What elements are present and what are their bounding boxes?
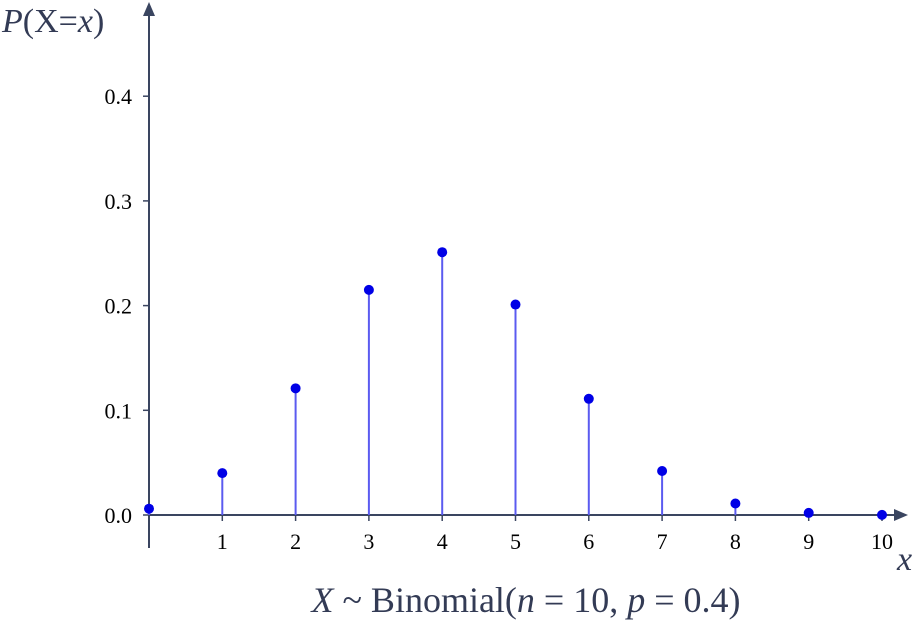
stem-marker: [730, 498, 741, 509]
y-axis-title-text: P(X=x): [1, 3, 104, 40]
y-axis-arrowhead: [143, 2, 155, 16]
y-axis-title: P(X=x): [1, 3, 104, 40]
stem-marker: [657, 466, 668, 477]
stem-group: [144, 247, 887, 520]
x-tick-label: 3: [363, 529, 374, 554]
stem-marker: [803, 507, 814, 518]
x-tick-label: 1: [217, 529, 228, 554]
x-tick-label: 5: [510, 529, 521, 554]
x-tick-label: 4: [437, 529, 448, 554]
stem-marker: [217, 468, 228, 479]
y-tick-label: 0.0: [105, 503, 133, 528]
x-tick-label: 6: [583, 529, 594, 554]
x-tick-label: 2: [290, 529, 301, 554]
chart-caption: X ~ Binomial(n = 10, p = 0.4): [309, 580, 740, 620]
stem-marker: [583, 393, 594, 404]
y-tick-label: 0.4: [105, 84, 133, 109]
stem-marker: [877, 509, 887, 520]
stem-marker: [144, 503, 154, 514]
stem-marker: [510, 299, 521, 310]
y-tick-label: 0.3: [105, 189, 133, 214]
x-tick-label: 9: [803, 529, 814, 554]
stem-marker: [290, 383, 301, 394]
x-tick-label: 8: [730, 529, 741, 554]
x-tick-label: 10: [871, 529, 893, 554]
x-axis-title: x: [896, 541, 912, 578]
stem-marker: [363, 284, 374, 295]
x-tick-label: 7: [657, 529, 668, 554]
x-axis-arrowhead: [894, 509, 908, 521]
y-tick-label: 0.2: [105, 294, 133, 319]
y-tick-label: 0.1: [105, 398, 133, 423]
tick-group: 0.0 0.1 0.2 0.3 0.4 1 2 3 4 5 6 7 8 9 10: [105, 84, 894, 554]
axes: [143, 2, 908, 548]
stem-marker: [437, 247, 448, 258]
